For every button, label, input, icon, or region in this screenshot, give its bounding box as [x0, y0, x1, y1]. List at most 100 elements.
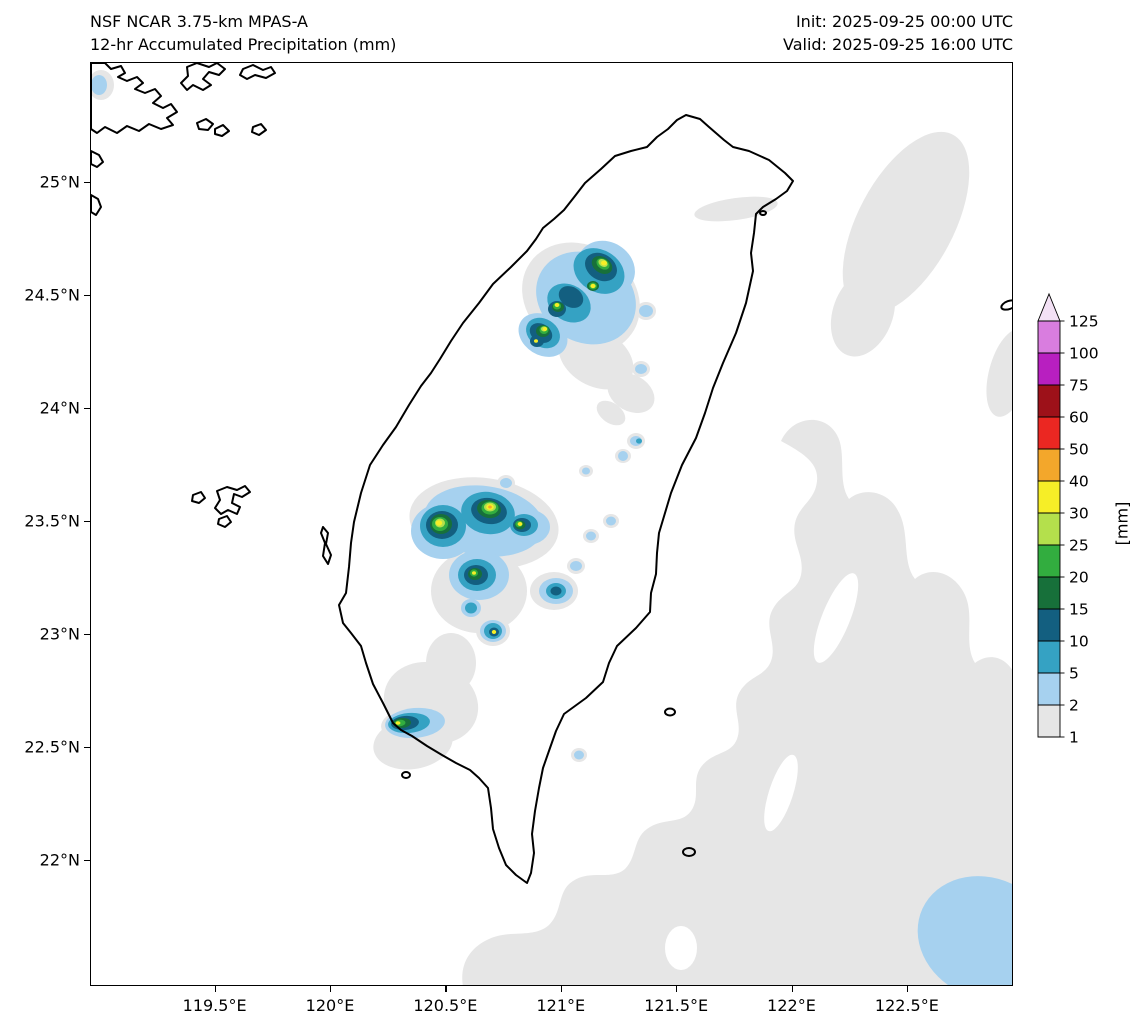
coastlines [91, 63, 1013, 883]
colorbar-band [1038, 321, 1060, 353]
precip-cell [558, 286, 584, 308]
init-time: Init: 2025-09-25 00:00 UTC [795, 12, 1013, 31]
y-tick-mark [84, 746, 90, 749]
precip-cell [462, 420, 1012, 985]
gap [665, 926, 697, 970]
x-tick-label: 120°E [305, 996, 355, 1015]
precip-cell [694, 196, 778, 222]
precip-gaps [665, 573, 859, 970]
colorbar-band [1038, 481, 1060, 513]
x-tick-mark [214, 986, 216, 992]
x-tick-label: 119.5°E [182, 996, 247, 1015]
precip-cell [488, 505, 492, 509]
precip-cell [542, 327, 548, 331]
colorbar-tick-label: 40 [1069, 473, 1089, 491]
green-island [665, 709, 675, 716]
y-tick-label: 25°N [39, 172, 80, 192]
colorbar-band [1038, 417, 1060, 449]
x-tick-mark [560, 986, 563, 992]
colorbar-tick-label: 10 [1069, 633, 1089, 651]
precip-shading-1mm [91, 70, 1012, 985]
y-tick-label: 22.5°N [24, 737, 80, 757]
colorbar-tick-label: 30 [1069, 505, 1089, 523]
precip-cell [554, 303, 560, 307]
gap [764, 754, 798, 832]
colorbar-tick-label: 60 [1069, 409, 1089, 427]
gap [813, 573, 859, 663]
precip-cell [491, 630, 497, 634]
y-tick-label: 22°N [39, 850, 80, 870]
precip-cell [582, 467, 590, 475]
model-title: NSF NCAR 3.75-km MPAS-A [90, 12, 308, 31]
turtle-island [760, 211, 766, 215]
colorbar-units-label: [mm] [1112, 501, 1132, 546]
colorbar-band [1038, 353, 1060, 385]
colorbar-band [1038, 545, 1060, 577]
precipitation-map [91, 63, 1013, 985]
y-tick-label: 23.5°N [24, 511, 80, 531]
colorbar-over-arrow [1038, 294, 1060, 321]
precip-cell [435, 520, 443, 526]
product-title: 12-hr Accumulated Precipitation (mm) [90, 35, 397, 54]
colorbar-band [1038, 609, 1060, 641]
y-tick-label: 24.5°N [24, 285, 80, 305]
title-block: NSF NCAR 3.75-km MPAS-A 12-hr Accumulate… [90, 10, 396, 56]
precip-cell [830, 269, 896, 357]
y-tick-mark [84, 294, 90, 297]
colorbar-tick-label: 1 [1069, 729, 1079, 747]
colorbar-band [1038, 513, 1060, 545]
colorbar-band [1038, 385, 1060, 417]
y-tick-mark [84, 181, 90, 184]
precip-cell [842, 131, 970, 315]
precip-cell [517, 522, 523, 526]
x-tick-label: 122°E [767, 996, 816, 1015]
precip-cell [550, 586, 562, 596]
y-tick-label: 24°N [39, 398, 80, 418]
precip-cell [465, 602, 477, 614]
colorbar-band [1038, 449, 1060, 481]
colorbar-band [1038, 641, 1060, 673]
colorbar-tick-label: 100 [1069, 345, 1099, 363]
precip-cell [986, 329, 1012, 417]
orchid-island [683, 848, 695, 856]
precip-cell [586, 531, 596, 541]
precip-cell [618, 451, 628, 461]
precip-cell [500, 478, 512, 488]
precip-cell [601, 260, 607, 266]
y-tick-mark [84, 407, 90, 410]
x-tick-label: 122.5°E [874, 996, 939, 1015]
x-tick-label: 121°E [536, 996, 586, 1015]
colorbar-tick-label: 125 [1069, 313, 1099, 331]
taiwan-coastline [339, 115, 793, 883]
precip-cell [606, 516, 616, 526]
precip-cell [917, 876, 1012, 985]
precip-cell [635, 364, 647, 374]
x-tick-label: 121.5°E [644, 996, 709, 1015]
y-tick-mark [84, 520, 90, 523]
colorbar-band [1038, 673, 1060, 705]
x-tick-mark [676, 986, 678, 992]
y-tick-label: 23°N [39, 624, 80, 644]
time-block: Init: 2025-09-25 00:00 UTC Valid: 2025-0… [783, 10, 1013, 56]
colorbar-tick-label: 50 [1069, 441, 1089, 459]
x-tick-mark [445, 986, 447, 992]
colorbar-band [1038, 577, 1060, 609]
precip-cell [534, 339, 538, 343]
colorbar-tick-label: 25 [1069, 537, 1089, 555]
colorbar-band [1038, 705, 1060, 737]
offshore-islands [402, 211, 1013, 856]
x-tick-mark [791, 986, 793, 992]
east-edge-island [1000, 299, 1013, 312]
colorbar-tick-label: 5 [1069, 665, 1079, 683]
liuqiu-island [402, 772, 410, 778]
colorbar-tick-label: 20 [1069, 569, 1089, 587]
y-tick-mark [84, 859, 90, 862]
precip-cell [590, 283, 596, 289]
precip-cell [395, 721, 401, 725]
x-tick-label: 120.5°E [413, 996, 478, 1015]
map-plot [90, 62, 1013, 986]
valid-time: Valid: 2025-09-25 16:00 UTC [782, 35, 1013, 54]
x-tick-mark [330, 986, 332, 992]
